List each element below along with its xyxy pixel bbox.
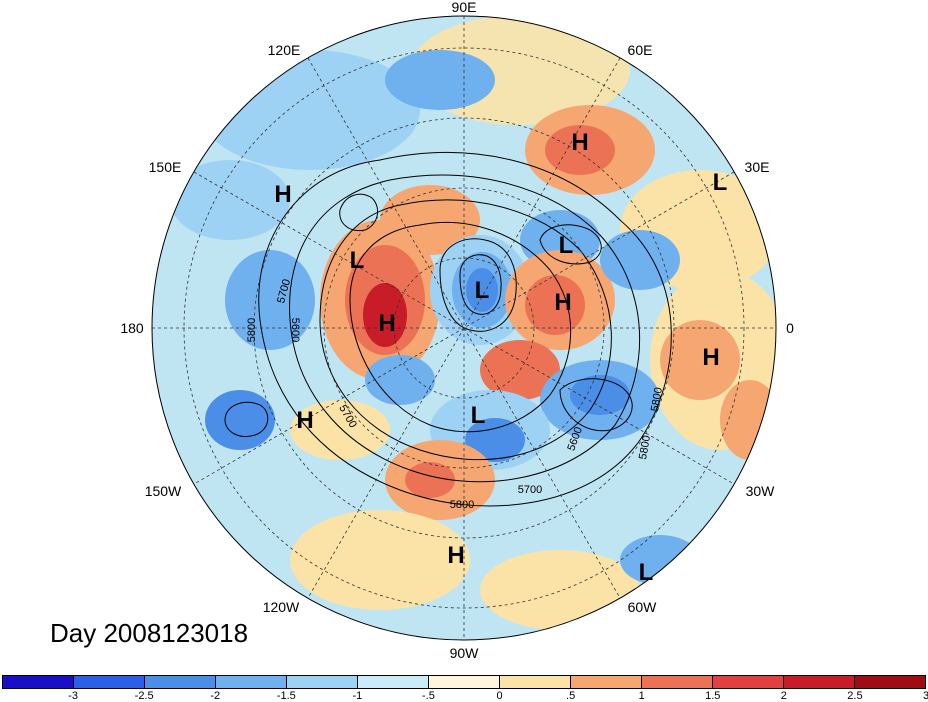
colorbar-swatch <box>713 676 784 688</box>
colorbar-tick-label: 2 <box>780 690 787 702</box>
lon-label-30w: 30W <box>746 483 776 499</box>
colorbar-swatch <box>429 676 500 688</box>
colorbar-tick-label: -.5 <box>422 690 435 702</box>
colorbar-tick-label: -2.5 <box>134 690 154 702</box>
pressure-center-h-scandinavia: H <box>554 289 571 316</box>
pressure-center-l-hudson: L <box>471 402 486 429</box>
colorbar-swatch <box>642 676 713 688</box>
pressure-center-l-europe-east: L <box>713 169 728 196</box>
colorbar-tick-label: 2.5 <box>847 690 863 702</box>
colorbar-swatch <box>287 676 358 688</box>
colorbar-swatch <box>855 676 925 688</box>
contour-label: 5800 <box>246 318 258 342</box>
colorbar-swatch <box>3 676 74 688</box>
lon-label-60w: 60W <box>628 599 658 615</box>
colorbar-swatch <box>145 676 216 688</box>
pressure-center-l-barents: L <box>559 232 574 259</box>
pressure-center-l-pole: L <box>475 277 490 304</box>
colorbar-swatch <box>571 676 642 688</box>
contour-label: 5800 <box>649 386 665 412</box>
colorbar-tick-label: 0 <box>496 690 503 702</box>
contour-label: 5800 <box>637 434 653 460</box>
colorbar-tick-label: -2 <box>210 690 221 702</box>
colorbar-swatch <box>784 676 855 688</box>
lon-label-30e: 30E <box>745 159 770 175</box>
colorbar-tick-label: 3 <box>922 690 928 702</box>
pressure-centers: H H L L L L H H H H L H L <box>274 129 727 586</box>
day-title: Day 2008123018 <box>50 618 249 648</box>
lon-label-150e: 150E <box>149 159 182 175</box>
colorbar <box>2 675 926 689</box>
contour-label: 5700 <box>518 484 542 496</box>
map-disc <box>152 16 776 640</box>
height-contours <box>224 152 672 507</box>
lon-label-90e: 90E <box>452 0 477 15</box>
pressure-center-h-alaska: H <box>378 310 395 337</box>
pressure-center-h-west-africa: H <box>702 344 719 371</box>
anomaly-shading <box>170 16 776 630</box>
pressure-center-h-north-pacific: H <box>296 407 313 434</box>
colorbar-swatch <box>74 676 145 688</box>
lon-label-90w: 90W <box>450 645 480 661</box>
map-border <box>151 15 777 641</box>
lon-label-150w: 150W <box>145 483 182 499</box>
colorbar-swatch <box>500 676 571 688</box>
lon-label-120w: 120W <box>263 599 300 615</box>
colorbar-labels: -3 -2.5 -2 -1.5 -1 -.5 0 .5 1 1.5 2 2.5 3 <box>2 690 928 702</box>
colorbar-tick-label: 1 <box>638 690 645 702</box>
contour-label: 5800 <box>450 499 474 511</box>
pressure-center-h-east-siberia: H <box>274 181 291 208</box>
contour-label: 5600 <box>289 318 301 342</box>
pressure-center-h-central-america: H <box>447 542 464 569</box>
longitude-labels: 90E 120E 60E 150E 30E 180 0 150W 30W 120… <box>120 0 794 661</box>
pressure-center-l-japan: L <box>350 247 365 274</box>
colorbar-tick-label: -1.5 <box>276 690 296 702</box>
colorbar-swatch <box>216 676 287 688</box>
lon-label-180: 180 <box>120 320 144 336</box>
colorbar-tick-label: -1 <box>352 690 363 702</box>
colorbar-tick-label: 1.5 <box>705 690 721 702</box>
pressure-center-h-ural: H <box>571 129 588 156</box>
lon-label-60e: 60E <box>628 42 653 58</box>
colorbar-swatch <box>358 676 429 688</box>
colorbar-tick-label: -3 <box>68 690 78 702</box>
lon-label-0: 0 <box>786 320 794 336</box>
colorbar-tick-label: .5 <box>566 690 576 702</box>
lon-label-120e: 120E <box>268 42 301 58</box>
pressure-center-l-south-atlantic: L <box>639 559 654 586</box>
graticule <box>152 16 776 640</box>
